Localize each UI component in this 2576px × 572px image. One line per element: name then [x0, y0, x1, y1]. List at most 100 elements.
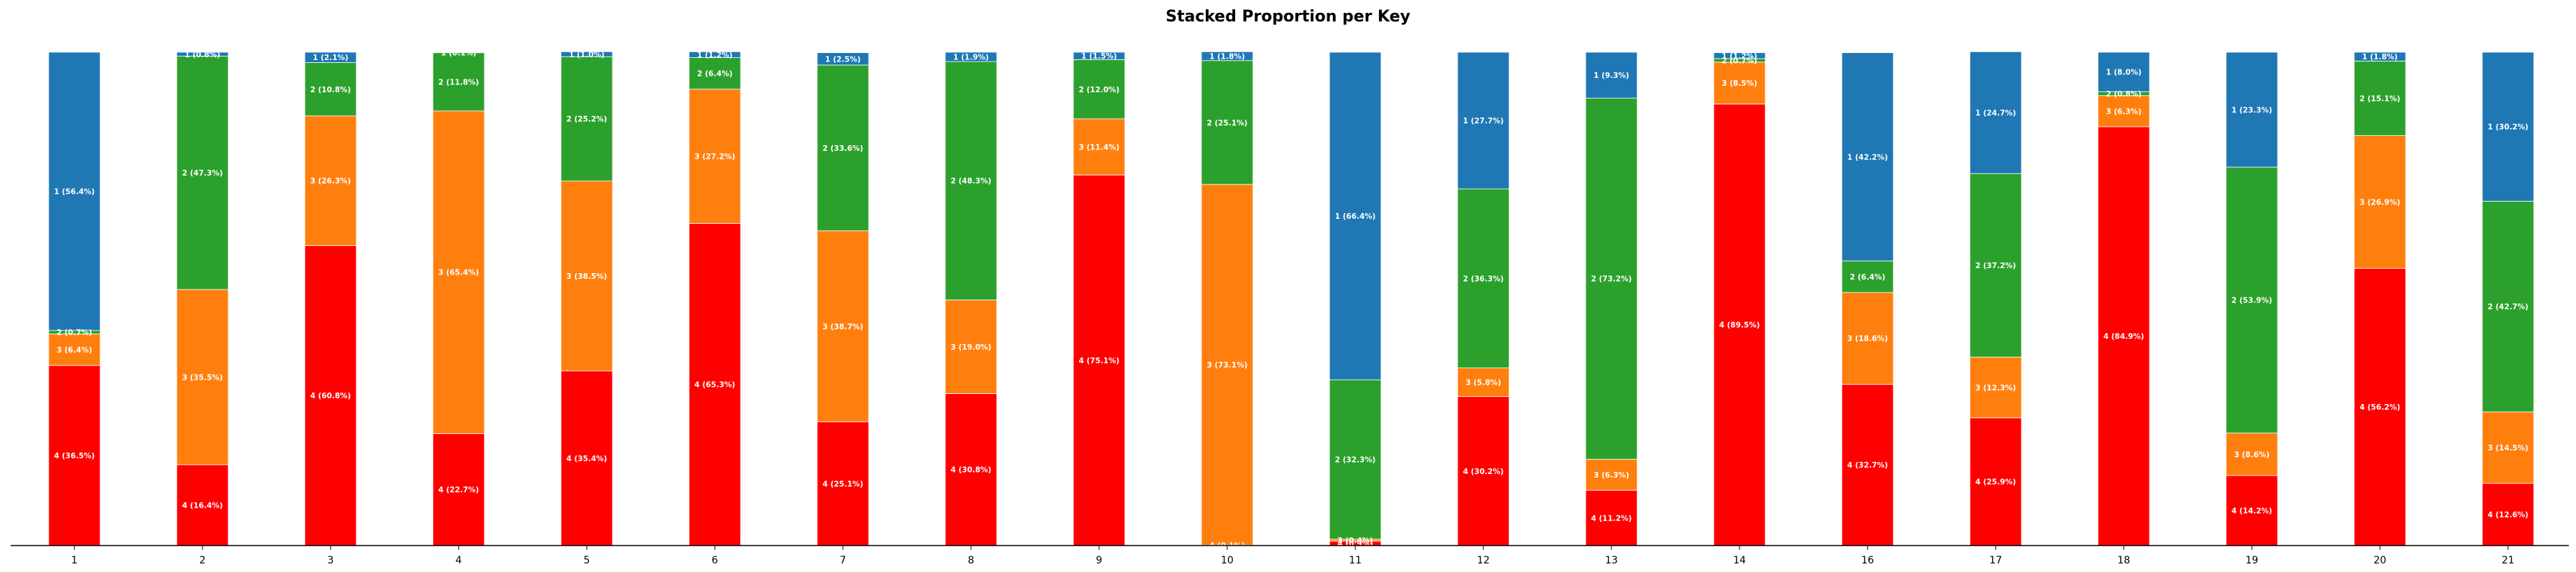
- bar-segment-14-3: [1713, 61, 1766, 104]
- segment-label-13-2: 2 (73.2%): [1591, 275, 1632, 284]
- bar-segment-20-1: [2353, 51, 2406, 61]
- bar-segment-7-1: [816, 52, 869, 66]
- segment-label-5-1: 1 (1.0%): [569, 51, 605, 59]
- x-tick-label-17: 17: [1989, 555, 2002, 566]
- segment-label-14-4: 4 (89.5%): [1719, 321, 1760, 330]
- bar-segment-9-4: [1073, 174, 1126, 546]
- segment-label-4-2: 2 (11.8%): [439, 78, 479, 87]
- segment-label-12-2: 2 (36.3%): [1463, 275, 1504, 283]
- segment-label-17-4: 4 (25.9%): [1976, 478, 2016, 487]
- bar-segment-16-1: [1841, 52, 1894, 262]
- segment-label-11-4: 4 (0.9%): [1337, 540, 1373, 548]
- bar-segment-10-3: [1201, 184, 1254, 546]
- bar-segment-18-4: [2097, 126, 2150, 546]
- bar-segment-6-3: [688, 89, 741, 224]
- bar-segment-13-3: [1585, 458, 1638, 491]
- segment-label-6-2: 2 (6.4%): [697, 70, 733, 79]
- segment-label-12-1: 1 (27.7%): [1463, 117, 1504, 126]
- chart-title: Stacked Proportion per Key: [1166, 8, 1410, 26]
- segment-label-21-1: 1 (30.2%): [2488, 123, 2529, 132]
- bar-segment-2-4: [176, 464, 229, 546]
- segment-label-16-2: 2 (6.4%): [1850, 273, 1885, 282]
- segment-label-14-1: 1 (1.2%): [1722, 52, 1757, 61]
- segment-label-16-3: 3 (18.6%): [1848, 335, 1888, 343]
- segment-label-9-2: 2 (12.0%): [1079, 86, 1120, 94]
- bar-segment-12-4: [1457, 396, 1510, 546]
- segment-label-2-4: 4 (16.4%): [182, 501, 223, 510]
- bar-segment-4-4: [432, 433, 485, 546]
- segment-label-17-3: 3 (12.3%): [1976, 384, 2016, 393]
- segment-label-13-3: 3 (6.3%): [1594, 471, 1629, 480]
- segment-label-9-1: 1 (1.5%): [1081, 52, 1117, 61]
- bar-segment-12-2: [1457, 188, 1510, 369]
- segment-label-9-3: 3 (11.4%): [1079, 143, 1120, 152]
- bar-segment-19-3: [2225, 433, 2278, 476]
- bar-segment-1-4: [48, 365, 101, 546]
- x-tick-label-6: 6: [712, 555, 718, 566]
- segment-label-3-3: 3 (26.3%): [311, 177, 351, 186]
- bar-segment-7-4: [816, 421, 869, 546]
- bar-segment-5-1: [560, 51, 613, 57]
- segment-label-7-3: 3 (38.7%): [823, 322, 864, 331]
- bar-segment-8-2: [945, 61, 997, 300]
- bar-segment-4-2: [432, 52, 485, 112]
- segment-label-18-4: 4 (84.9%): [2104, 332, 2145, 341]
- segment-label-10-3: 3 (73.1%): [1207, 361, 1248, 370]
- bar-segment-11-2: [1329, 379, 1382, 540]
- x-tick-label-13: 13: [1605, 555, 1618, 566]
- bar-segment-5-3: [560, 180, 613, 372]
- x-tick-label-19: 19: [2245, 555, 2258, 566]
- x-tick-label-9: 9: [1096, 555, 1103, 566]
- segment-label-14-3: 3 (8.5%): [1722, 79, 1757, 88]
- bar-segment-13-4: [1585, 490, 1638, 546]
- bar-segment-21-4: [2482, 483, 2534, 546]
- segment-label-19-4: 4 (14.2%): [2232, 507, 2273, 516]
- bar-segment-6-4: [688, 223, 741, 546]
- segment-label-12-3: 3 (5.8%): [1465, 379, 1501, 388]
- bar-segment-13-2: [1585, 97, 1638, 460]
- bar-segment-10-2: [1201, 60, 1254, 185]
- segment-label-18-2: 2 (0.8%): [2106, 90, 2142, 99]
- segment-label-19-1: 1 (23.3%): [2232, 106, 2273, 114]
- segment-label-3-4: 4 (60.8%): [311, 392, 351, 400]
- x-tick-label-7: 7: [840, 555, 847, 566]
- bar-segment-9-3: [1073, 118, 1126, 176]
- segment-label-2-2: 2 (47.3%): [182, 169, 223, 178]
- x-axis-ticks: 1 2 3 4 5 6 7 8 9 10 11 12 13 14 16 17 18 19 20 21: [72, 546, 2514, 566]
- bar-segment-1-1: [48, 51, 101, 331]
- bar-segment-2-2: [176, 56, 229, 290]
- segment-label-21-3: 3 (14.5%): [2488, 444, 2529, 453]
- segment-label-6-3: 3 (27.2%): [695, 153, 736, 162]
- x-tick-label-12: 12: [1477, 555, 1490, 566]
- segment-label-20-1: 1 (1.8%): [2362, 53, 2398, 61]
- segment-label-8-2: 2 (48.3%): [951, 177, 992, 186]
- segment-label-21-4: 4 (12.6%): [2488, 511, 2529, 520]
- segment-label-1-1: 1 (56.4%): [54, 188, 95, 197]
- segment-label-11-3: 3 (0.4%): [1337, 536, 1373, 545]
- bar-segment-3-1: [304, 51, 357, 63]
- x-tick-label-16: 16: [1861, 555, 1874, 566]
- segment-label-16-4: 4 (32.7%): [1848, 461, 1888, 470]
- x-tick-label-2: 2: [200, 555, 206, 566]
- segment-label-1-4: 4 (36.5%): [54, 452, 95, 460]
- bar-segment-6-2: [688, 57, 741, 90]
- x-tick-label-21: 21: [2502, 555, 2514, 566]
- segment-label-16-1: 1 (42.2%): [1848, 153, 1888, 162]
- segment-label-3-1: 1 (2.1%): [313, 54, 348, 62]
- bar-segment-9-1: [1073, 51, 1126, 60]
- bar-segment-19-1: [2225, 51, 2278, 168]
- bar-segment-7-2: [816, 64, 869, 232]
- segment-labels-layer: 4 (36.5%) 3 (6.4%) 2 (0.7%) 1 (56.4%) 4 (16.…: [54, 49, 2529, 550]
- bar-segment-14-4: [1713, 104, 1766, 546]
- bar-segment-8-3: [945, 299, 997, 394]
- bar-segment-10-1: [1201, 51, 1254, 61]
- bar-segment-4-3: [432, 110, 485, 434]
- bar-segment-20-4: [2353, 267, 2406, 546]
- segment-label-4-4: 4 (22.7%): [439, 486, 479, 495]
- bar-segment-7-3: [816, 230, 869, 423]
- segment-label-9-4: 4 (75.1%): [1079, 357, 1120, 365]
- x-tick-label-5: 5: [584, 555, 590, 566]
- segment-label-6-4: 4 (65.3%): [695, 381, 736, 390]
